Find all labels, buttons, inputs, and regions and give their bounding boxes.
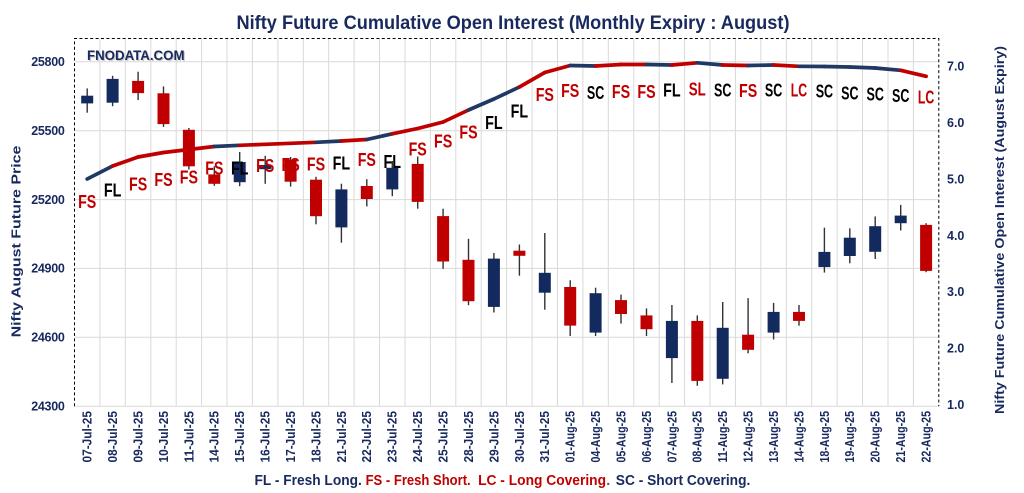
svg-text:FL: FL [485,113,503,133]
svg-text:FL: FL [384,152,402,172]
svg-text:30-Jul-25: 30-Jul-25 [513,411,527,463]
svg-text:21-Jul-25: 21-Jul-25 [335,411,349,463]
svg-text:6.0: 6.0 [947,116,964,130]
svg-text:FNODATA.COM: FNODATA.COM [87,47,185,63]
svg-text:FL: FL [104,181,122,201]
svg-text:24900: 24900 [31,262,65,276]
svg-text:FS: FS [739,81,757,101]
svg-text:31-Jul-25: 31-Jul-25 [538,411,552,463]
svg-text:FS: FS [536,85,554,105]
svg-text:23-Jul-25: 23-Jul-25 [386,411,400,463]
svg-text:4.0: 4.0 [947,229,964,243]
svg-text:19-Aug-25: 19-Aug-25 [843,411,857,463]
svg-text:.: . [606,473,610,489]
svg-text:25800: 25800 [31,55,65,69]
svg-text:SC: SC [816,82,833,102]
svg-text:FS: FS [307,155,325,175]
svg-text:FS: FS [282,155,300,175]
svg-text:08-Aug-25: 08-Aug-25 [691,411,705,463]
svg-text:FS - Fresh Short.: FS - Fresh Short. [366,473,471,489]
svg-text:FS: FS [637,82,655,102]
svg-text:Nifty Future Cumulative Open I: Nifty Future Cumulative Open Interest (A… [992,46,1007,414]
svg-text:2.0: 2.0 [947,341,964,355]
svg-text:FS: FS [154,170,172,190]
svg-text:20-Aug-25: 20-Aug-25 [869,411,883,463]
svg-text:Nifty Future Cumulative Open I: Nifty Future Cumulative Open Interest (M… [237,12,790,34]
svg-text:25200: 25200 [31,193,65,207]
svg-text:FNODATA.COM: FNODATA.COM [88,48,186,64]
svg-text:FS: FS [358,150,376,170]
svg-text:05-Aug-25: 05-Aug-25 [614,411,628,463]
svg-text:FL: FL [511,102,529,122]
svg-text:FL: FL [231,159,249,179]
svg-text:13-Aug-25: 13-Aug-25 [767,411,781,463]
svg-text:FS: FS [409,140,427,160]
svg-text:FS: FS [434,132,452,152]
svg-text:SC: SC [841,84,858,104]
svg-text:SC: SC [892,86,909,106]
svg-text:LC - Long Covering: LC - Long Covering [478,473,606,489]
svg-text:SC: SC [587,83,604,103]
svg-text:11-Jul-25: 11-Jul-25 [182,411,196,463]
svg-text:Nifty August Future Price: Nifty August Future Price [9,146,24,338]
svg-text:07-Aug-25: 07-Aug-25 [665,411,679,463]
svg-text:24600: 24600 [31,331,65,345]
svg-text:09-Jul-25: 09-Jul-25 [132,411,146,463]
svg-text:22-Jul-25: 22-Jul-25 [360,411,374,463]
svg-text:FS: FS [78,192,96,212]
svg-text:14-Aug-25: 14-Aug-25 [792,411,806,463]
svg-text:FL - Fresh Long.: FL - Fresh Long. [255,473,362,489]
svg-text:11-Aug-25: 11-Aug-25 [716,411,730,463]
svg-text:15-Jul-25: 15-Jul-25 [233,411,247,463]
svg-text:10-Jul-25: 10-Jul-25 [157,411,171,463]
svg-text:25-Jul-25: 25-Jul-25 [437,411,451,463]
svg-text:FS: FS [180,168,198,188]
svg-text:FS: FS [205,159,223,179]
svg-text:01-Aug-25: 01-Aug-25 [564,411,578,463]
svg-text:18-Jul-25: 18-Jul-25 [309,411,323,463]
svg-text:14-Jul-25: 14-Jul-25 [208,411,222,463]
svg-text:LC: LC [918,88,934,108]
svg-text:FS: FS [459,123,477,143]
svg-text:17-Jul-25: 17-Jul-25 [284,411,298,463]
svg-text:07-Jul-25: 07-Jul-25 [81,411,95,463]
svg-text:29-Jul-25: 29-Jul-25 [487,411,501,463]
svg-text:06-Aug-25: 06-Aug-25 [640,411,654,463]
svg-text:18-Aug-25: 18-Aug-25 [818,411,832,463]
svg-text:SC: SC [714,80,731,100]
svg-text:24300: 24300 [31,400,65,414]
svg-text:25500: 25500 [31,124,65,138]
svg-text:FL: FL [663,80,681,100]
svg-text:7.0: 7.0 [947,60,964,74]
svg-text:FL: FL [333,154,351,174]
svg-text:SC: SC [765,81,782,101]
svg-text:FS: FS [129,175,147,195]
svg-text:SC - Short Covering.: SC - Short Covering. [616,473,751,489]
svg-text:24-Jul-25: 24-Jul-25 [411,411,425,463]
svg-text:12-Aug-25: 12-Aug-25 [742,411,756,463]
svg-text:5.0: 5.0 [947,172,964,186]
svg-text:08-Jul-25: 08-Jul-25 [106,411,120,463]
svg-text:FS: FS [256,156,274,176]
svg-text:LC: LC [791,81,807,101]
svg-text:SC: SC [867,85,884,105]
svg-text:1.0: 1.0 [947,398,964,412]
svg-text:16-Jul-25: 16-Jul-25 [259,411,273,463]
svg-text:SL: SL [689,79,706,99]
svg-text:FS: FS [612,82,630,102]
svg-text:22-Aug-25: 22-Aug-25 [920,411,934,463]
svg-text:3.0: 3.0 [947,285,964,299]
svg-text:FS: FS [561,81,579,101]
svg-text:28-Jul-25: 28-Jul-25 [462,411,476,463]
svg-text:04-Aug-25: 04-Aug-25 [589,411,603,463]
svg-text:21-Aug-25: 21-Aug-25 [894,411,908,463]
